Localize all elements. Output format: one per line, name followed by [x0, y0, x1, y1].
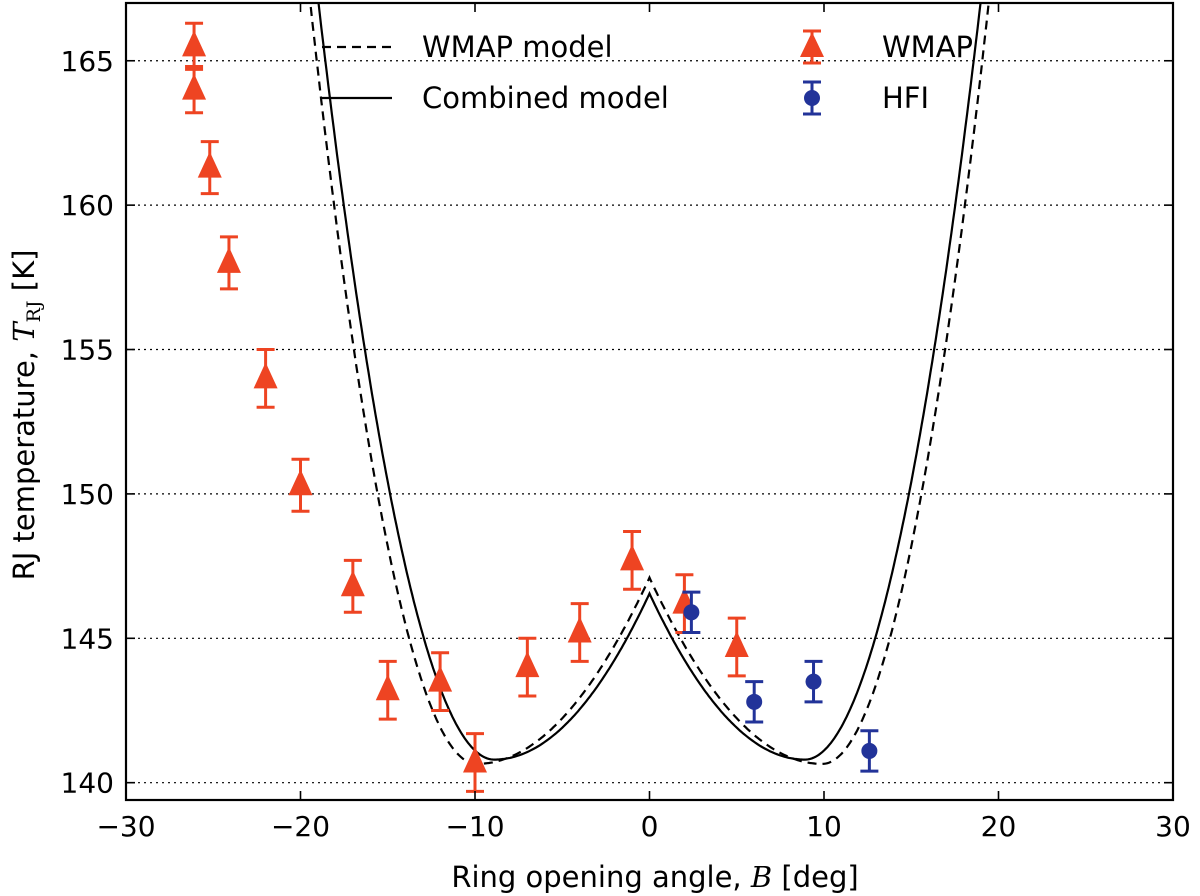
triangle-marker [216, 246, 241, 273]
x-tick-label: 0 [641, 810, 659, 843]
legend-label: WMAP [882, 30, 973, 64]
y-tick-label: 160 [61, 189, 114, 222]
wmap-data-point [340, 558, 365, 614]
hfi-data-point [804, 659, 823, 704]
hfi-data-point [860, 729, 879, 773]
circle-marker [746, 693, 763, 710]
legend-entry: WMAP model [322, 30, 613, 64]
x-axis-label-suffix: [deg] [772, 860, 859, 894]
wmap-data-point [288, 457, 313, 513]
legend-label: Combined model [422, 81, 669, 115]
legend-entry: WMAP [800, 29, 973, 65]
y-tick-label: 150 [61, 478, 114, 511]
y-axis-label: RJ temperature, TRJ [K] [7, 250, 45, 581]
legend-label: HFI [882, 81, 929, 115]
legend-entry: HFI [803, 80, 929, 116]
x-tick-label: 20 [981, 810, 1017, 843]
triangle-marker [463, 746, 487, 773]
wmap-data-point [567, 602, 592, 663]
triangle-marker [620, 544, 645, 571]
wmap-data-point [620, 529, 645, 591]
y-axis-label-suffix: [K] [7, 250, 41, 301]
legend: WMAP model Combined model WMAP HFI [322, 29, 973, 116]
legend-triangle-marker [800, 32, 824, 57]
triangle-marker [428, 665, 453, 692]
legend-entry: Combined model [322, 81, 669, 115]
y-tick-label: 140 [61, 767, 114, 800]
grid-lines [126, 60, 1173, 784]
data-points [182, 21, 879, 793]
circle-marker [861, 742, 878, 759]
triangle-marker [182, 73, 207, 100]
wmap-data-point [724, 616, 749, 678]
triangle-marker [340, 570, 365, 597]
x-axis-label: Ring opening angle, B [deg] [451, 860, 858, 894]
x-tick-label: −10 [445, 810, 504, 843]
triangle-marker [375, 674, 400, 701]
x-tick-label: 30 [1155, 810, 1191, 843]
x-axis-label-prefix: Ring opening angle, [451, 860, 751, 894]
hfi-data-point [682, 590, 701, 635]
triangle-marker [253, 362, 278, 389]
wmap-data-point [253, 348, 278, 409]
triangle-marker [182, 30, 207, 57]
triangle-marker [515, 651, 540, 678]
y-tick-label: 165 [61, 45, 114, 78]
triangle-marker [197, 151, 222, 178]
y-tick-label: 155 [61, 334, 114, 367]
y-tick-label: 145 [61, 622, 114, 655]
circle-marker [683, 604, 700, 621]
wmap-data-point [375, 659, 400, 721]
plot-frame [124, 1, 1175, 802]
legend-label: WMAP model [422, 30, 613, 64]
x-tick-label: −20 [271, 810, 330, 843]
triangle-marker [567, 616, 592, 643]
y-axis-label-prefix: RJ temperature, [7, 342, 41, 581]
legend-circle-marker [804, 90, 820, 106]
axis-ticks: −30 −20 −10 0 10 20 30 140 145 150 155 160 165 [61, 3, 1191, 843]
combined-model-curve [317, 3, 982, 761]
y-axis-label-variable: T [7, 320, 41, 342]
y-axis-label-subscript: RJ [23, 300, 45, 322]
wmap-data-point [182, 65, 207, 115]
triangle-marker [724, 630, 749, 657]
wmap-data-point [182, 21, 207, 71]
triangle-marker [288, 469, 313, 496]
x-tick-label: 10 [806, 810, 842, 843]
hfi-data-point [745, 680, 764, 724]
wmap-data-point [216, 235, 241, 291]
wmap-data-point [515, 636, 540, 698]
wmap-data-point [428, 651, 453, 712]
model-curves [309, 3, 990, 765]
x-tick-label: −30 [96, 810, 155, 843]
wmap-data-point [197, 140, 222, 196]
x-axis-label-variable: B [750, 860, 772, 894]
circle-marker [805, 673, 822, 690]
wmap-model-curve [309, 3, 990, 765]
